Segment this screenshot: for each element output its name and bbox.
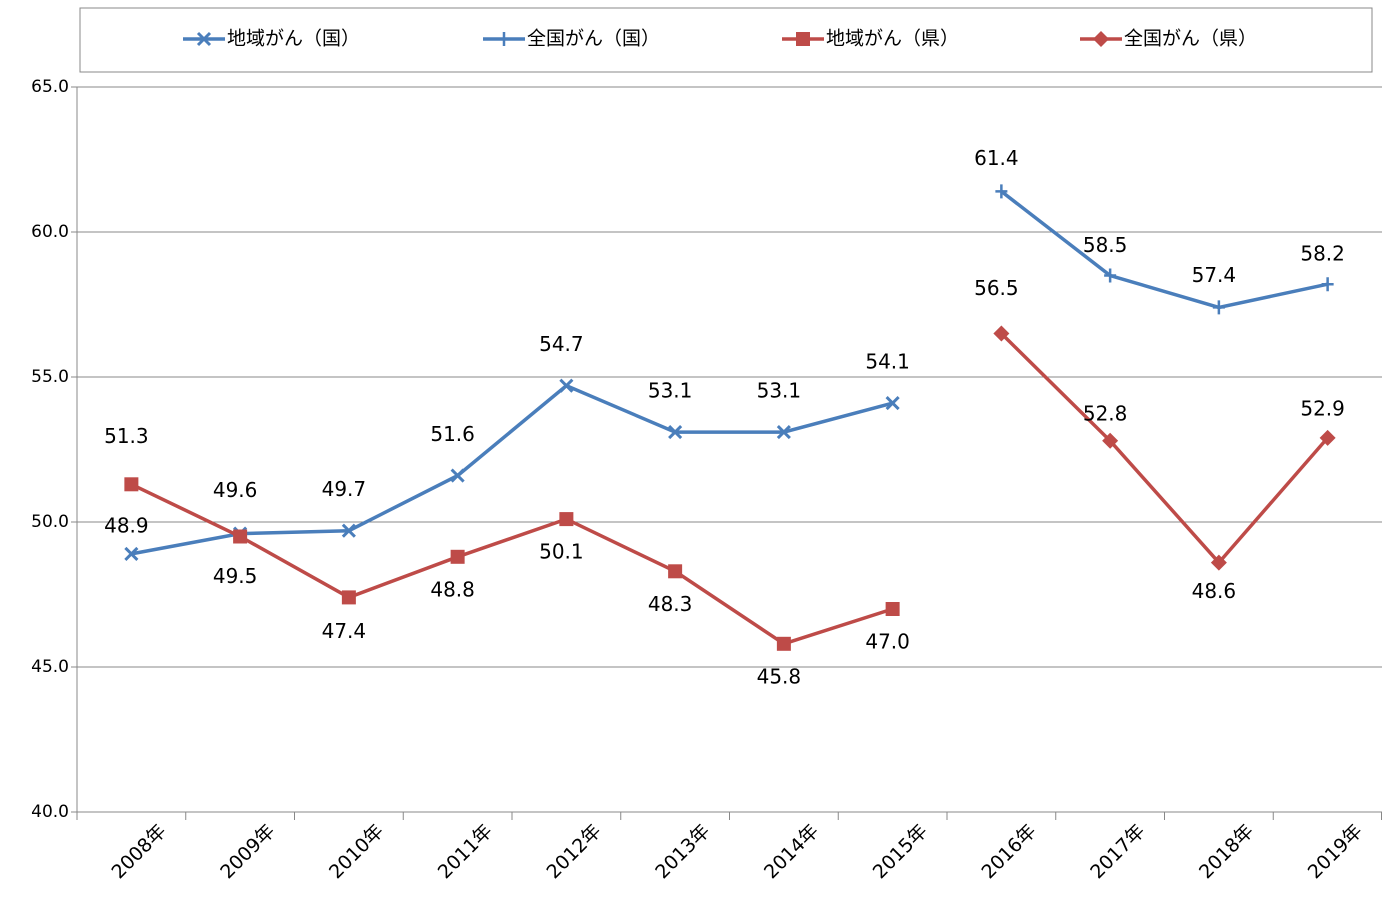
series-line	[1000, 332, 1329, 566]
marker	[776, 636, 791, 651]
marker	[776, 425, 791, 440]
y-tick-label: 60.0	[31, 222, 69, 242]
marker	[1102, 432, 1119, 449]
data-label: 49.7	[322, 477, 367, 501]
series-line	[1000, 190, 1328, 310]
y-tick-label: 45.0	[31, 657, 69, 677]
legend-label: 地域がん（県）	[826, 28, 959, 50]
legend-label: 地域がん（国）	[227, 28, 360, 50]
series-line	[130, 482, 894, 646]
legend-label: 全国がん（国）	[527, 28, 660, 50]
data-label: 53.1	[757, 379, 802, 403]
data-label: 56.5	[974, 276, 1019, 300]
marker	[1093, 31, 1109, 47]
marker	[796, 32, 810, 46]
marker	[124, 477, 139, 492]
x-tick-label: 2009年	[216, 820, 279, 883]
x-tick-label: 2013年	[651, 820, 714, 883]
data-label: 58.5	[1083, 233, 1128, 257]
data-label: 58.2	[1300, 242, 1345, 266]
marker	[1212, 300, 1225, 315]
data-label: 54.1	[865, 350, 910, 374]
marker	[341, 590, 356, 605]
data-label: 51.6	[430, 422, 475, 446]
y-tick-label: 50.0	[31, 512, 69, 532]
marker	[450, 549, 465, 564]
data-label: 48.8	[430, 577, 475, 601]
data-label: 51.3	[104, 424, 149, 448]
x-tick-label: 2015年	[869, 820, 932, 883]
y-tick-label: 65.0	[31, 77, 69, 97]
y-tick-label: 55.0	[31, 367, 69, 387]
marker	[341, 523, 356, 538]
x-tick-label: 2014年	[760, 820, 823, 883]
data-label: 45.8	[757, 664, 802, 688]
y-tick-label: 40.0	[31, 802, 69, 822]
marker	[559, 512, 574, 527]
marker	[559, 378, 574, 393]
marker	[233, 529, 248, 544]
x-tick-label: 2010年	[325, 820, 388, 883]
marker	[885, 602, 900, 616]
data-label: 49.6	[213, 478, 258, 502]
marker	[1319, 429, 1336, 446]
marker	[995, 184, 1008, 199]
marker	[1210, 554, 1227, 571]
marker	[885, 396, 900, 411]
data-label: 50.1	[539, 540, 584, 564]
marker	[993, 325, 1010, 342]
data-label: 52.8	[1083, 401, 1128, 425]
marker	[1321, 277, 1334, 292]
legend-label: 全国がん（県）	[1124, 28, 1257, 50]
series-line	[131, 383, 894, 556]
data-label: 48.6	[1192, 579, 1237, 603]
marker	[668, 425, 683, 440]
marker	[1104, 268, 1117, 283]
data-label: 53.1	[648, 379, 693, 403]
x-tick-label: 2008年	[107, 820, 170, 883]
marker	[450, 468, 465, 483]
data-label: 47.0	[865, 630, 910, 654]
x-tick-label: 2012年	[542, 820, 605, 883]
marker	[196, 31, 212, 47]
x-tick-label: 2017年	[1086, 820, 1149, 883]
x-tick-label: 2016年	[977, 820, 1040, 883]
marker	[124, 546, 139, 561]
marker	[498, 32, 510, 46]
data-label: 52.9	[1300, 396, 1345, 420]
data-label: 48.9	[104, 513, 149, 537]
data-label: 57.4	[1192, 263, 1237, 287]
data-label: 47.4	[322, 619, 367, 643]
x-tick-label: 2011年	[434, 820, 497, 883]
legend-box	[79, 7, 1373, 73]
x-tick-label: 2019年	[1304, 820, 1367, 883]
marker	[668, 564, 683, 579]
data-label: 54.7	[539, 332, 584, 356]
data-label: 49.5	[213, 564, 258, 588]
data-label: 61.4	[974, 146, 1019, 170]
x-tick-label: 2018年	[1195, 820, 1258, 883]
data-label: 48.3	[648, 592, 693, 616]
